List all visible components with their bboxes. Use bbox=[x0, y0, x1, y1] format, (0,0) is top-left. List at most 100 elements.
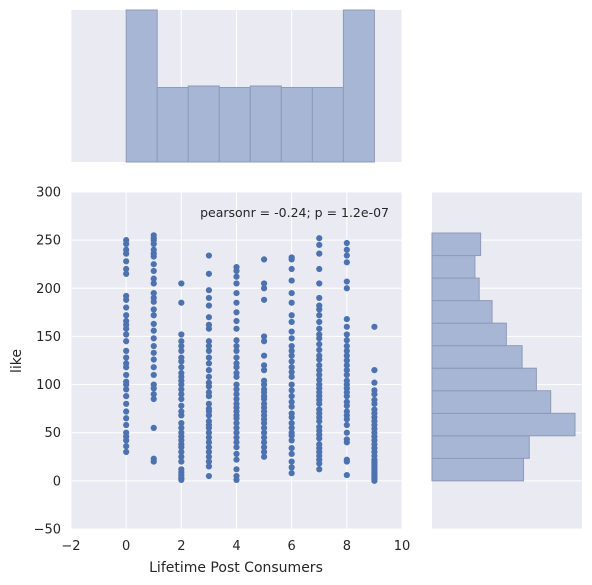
scatter-point bbox=[343, 259, 350, 266]
y-tick-label: −50 bbox=[34, 523, 61, 538]
scatter-point bbox=[150, 364, 157, 371]
scatter-point bbox=[288, 387, 295, 394]
scatter-point bbox=[150, 349, 157, 356]
scatter-point bbox=[205, 321, 213, 328]
scatter-point bbox=[233, 360, 240, 367]
scatter-point bbox=[316, 466, 323, 473]
scatter-point bbox=[150, 381, 157, 388]
scatter-point bbox=[178, 386, 185, 393]
scatter-point bbox=[316, 235, 323, 242]
scatter-point bbox=[316, 376, 323, 383]
scatter-point bbox=[123, 347, 130, 354]
scatter-point bbox=[150, 335, 157, 342]
scatter-point bbox=[205, 338, 213, 345]
scatter-point bbox=[123, 354, 130, 361]
scatter-point bbox=[233, 317, 240, 325]
y-tick-label: 100 bbox=[36, 378, 61, 393]
scatter-point bbox=[371, 323, 378, 330]
scatter-point bbox=[343, 252, 350, 259]
scatter-point bbox=[233, 434, 240, 441]
scatter-point bbox=[233, 273, 240, 280]
scatter-point bbox=[178, 402, 185, 409]
scatter-point bbox=[288, 312, 295, 319]
scatter-point bbox=[123, 429, 130, 436]
scatter-point bbox=[343, 357, 350, 364]
scatter-point bbox=[260, 367, 268, 374]
scatter-point bbox=[260, 256, 268, 263]
scatter-point bbox=[343, 278, 350, 285]
scatter-point bbox=[233, 264, 240, 271]
scatter-point bbox=[343, 239, 350, 247]
scatter-point bbox=[233, 419, 240, 427]
scatter-point bbox=[316, 352, 323, 359]
y-tick-label: 50 bbox=[44, 426, 61, 441]
scatter-point bbox=[316, 423, 323, 431]
scatter-point bbox=[343, 315, 350, 323]
scatter-point bbox=[205, 400, 213, 407]
scatter-point bbox=[178, 364, 185, 371]
scatter-point bbox=[123, 331, 130, 338]
scatter-point bbox=[316, 441, 323, 448]
scatter-point bbox=[178, 466, 185, 473]
top-histogram-bar bbox=[280, 87, 313, 163]
top-histogram-bar bbox=[125, 9, 158, 163]
scatter-point bbox=[205, 287, 213, 294]
scatter-point bbox=[178, 458, 185, 465]
scatter-point bbox=[343, 246, 350, 253]
scatter-point bbox=[205, 429, 213, 436]
scatter-point bbox=[178, 369, 185, 377]
scatter-point bbox=[343, 371, 350, 379]
scatter-point bbox=[233, 386, 240, 393]
scatter-point bbox=[260, 453, 268, 460]
x-tick-label: −2 bbox=[61, 539, 80, 554]
scatter-point bbox=[316, 302, 323, 309]
scatter-point bbox=[343, 331, 350, 338]
scatter-point bbox=[178, 453, 185, 460]
scatter-point bbox=[260, 448, 268, 456]
scatter-point bbox=[205, 434, 213, 441]
scatter-point bbox=[288, 342, 295, 350]
scatter-point bbox=[288, 328, 295, 335]
scatter-point bbox=[316, 294, 323, 302]
right-marginal-axes bbox=[431, 191, 582, 530]
scatter-point bbox=[316, 241, 323, 249]
scatter-point bbox=[150, 395, 157, 403]
scatter-point bbox=[316, 312, 323, 319]
scatter-point bbox=[123, 415, 130, 422]
scatter-point bbox=[150, 320, 157, 328]
scatter-point bbox=[123, 265, 130, 273]
scatter-point bbox=[260, 333, 268, 340]
scatter-point bbox=[288, 318, 295, 326]
scatter-point bbox=[316, 367, 323, 374]
scatter-point bbox=[260, 434, 268, 441]
scatter-point bbox=[233, 381, 240, 388]
scatter-point bbox=[288, 265, 295, 273]
scatter-point bbox=[150, 327, 157, 334]
scatter-point bbox=[205, 252, 213, 259]
scatter-point bbox=[316, 280, 323, 287]
scatter-point bbox=[233, 299, 240, 306]
right-histogram-bar bbox=[431, 412, 576, 437]
scatter-point bbox=[150, 290, 157, 297]
scatter-point bbox=[288, 419, 295, 427]
scatter-point bbox=[288, 470, 295, 477]
scatter-point bbox=[123, 393, 130, 400]
scatter-point bbox=[288, 450, 295, 457]
scatter-point bbox=[123, 421, 130, 429]
scatter-point bbox=[288, 347, 295, 354]
scatter-point bbox=[233, 325, 240, 332]
scatter-point bbox=[123, 270, 130, 277]
scatter-point bbox=[123, 338, 130, 345]
y-tick-label: 200 bbox=[36, 282, 61, 297]
scatter-point bbox=[178, 280, 185, 287]
right-histogram-bar bbox=[431, 345, 523, 369]
scatter-point bbox=[343, 342, 350, 350]
scatter-point bbox=[123, 258, 130, 265]
scatter-point bbox=[260, 386, 268, 393]
scatter-point bbox=[123, 312, 130, 319]
scatter-point bbox=[343, 285, 350, 292]
pearson-annotation: pearsonr = -0.24; p = 1.2e-07 bbox=[200, 205, 389, 220]
scatter-point bbox=[178, 347, 185, 354]
scatter-point bbox=[178, 429, 185, 436]
x-tick-label: 6 bbox=[288, 539, 296, 554]
